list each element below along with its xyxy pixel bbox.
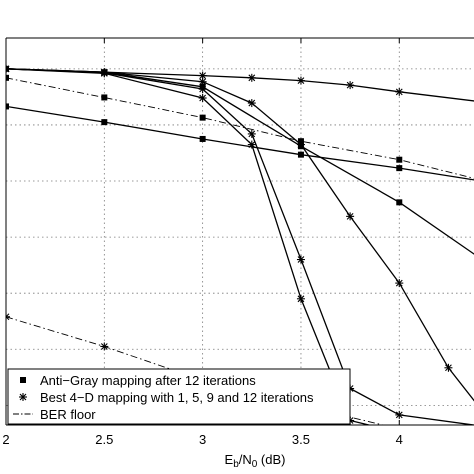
series-line bbox=[6, 105, 474, 181]
star-marker bbox=[6, 312, 10, 321]
star-marker bbox=[198, 85, 207, 94]
square-marker bbox=[396, 165, 403, 172]
star-marker bbox=[296, 294, 305, 303]
x-axis-label: Eb/N0 (dB) bbox=[225, 452, 286, 470]
legend-entry-3: BER floor bbox=[13, 407, 96, 422]
star-marker bbox=[395, 279, 404, 288]
series-line bbox=[6, 68, 372, 425]
legend-box bbox=[7, 368, 351, 425]
star-marker bbox=[198, 77, 207, 86]
plot-frame bbox=[5, 37, 474, 426]
series-1 bbox=[6, 65, 474, 255]
legend-entry-1: Anti−Gray mapping after 12 iterations bbox=[20, 373, 256, 388]
star-marker bbox=[247, 73, 256, 82]
star-marker bbox=[19, 393, 27, 401]
star-marker bbox=[296, 76, 305, 85]
x-tick-label: 2.5 bbox=[95, 432, 113, 447]
series-line bbox=[6, 77, 474, 179]
x-tick-label: 2 bbox=[2, 432, 9, 447]
square-marker bbox=[20, 377, 26, 383]
x-axis-label-sub-b: b bbox=[233, 459, 239, 470]
x-tick-label: 4 bbox=[396, 432, 403, 447]
series-line bbox=[6, 68, 474, 255]
x-axis-label-mid: /N bbox=[239, 452, 252, 467]
x-axis-label-main: E bbox=[225, 452, 234, 467]
star-marker bbox=[444, 363, 453, 372]
legend-entry-2: Best 4−D mapping with 1, 5, 9 and 12 ite… bbox=[19, 390, 314, 405]
star-marker bbox=[198, 94, 207, 103]
star-marker bbox=[247, 129, 256, 138]
square-marker bbox=[199, 135, 206, 142]
legend-label: Best 4−D mapping with 1, 5, 9 and 12 ite… bbox=[40, 390, 314, 405]
star-marker bbox=[346, 81, 355, 90]
star-marker bbox=[395, 410, 404, 419]
square-marker bbox=[297, 138, 304, 145]
star-marker bbox=[296, 255, 305, 264]
series-2 bbox=[6, 103, 474, 181]
star-marker bbox=[100, 342, 109, 351]
x-tick-labels: 2 2.5 3 3.5 4 bbox=[2, 432, 403, 447]
legend-label: BER floor bbox=[40, 407, 96, 422]
star-marker bbox=[346, 212, 355, 221]
series-line bbox=[6, 68, 474, 425]
x-tick-label: 3 bbox=[199, 432, 206, 447]
square-marker bbox=[199, 114, 206, 121]
square-marker bbox=[396, 156, 403, 163]
square-marker bbox=[101, 94, 108, 101]
legend-label: Anti−Gray mapping after 12 iterations bbox=[40, 373, 256, 388]
x-tick-label: 3.5 bbox=[292, 432, 310, 447]
grid bbox=[5, 38, 474, 425]
legend: Anti−Gray mapping after 12 iterations Bes… bbox=[7, 368, 351, 425]
series-6 bbox=[6, 64, 372, 425]
star-marker bbox=[247, 140, 256, 149]
series-line bbox=[6, 68, 474, 102]
series-7 bbox=[6, 74, 474, 179]
star-marker bbox=[395, 87, 404, 96]
star-marker bbox=[247, 99, 256, 108]
star-marker bbox=[100, 69, 109, 78]
x-axis-label-sub-0: 0 bbox=[252, 459, 258, 470]
square-marker bbox=[297, 151, 304, 158]
square-marker bbox=[101, 119, 108, 126]
x-axis-label-unit: (dB) bbox=[257, 452, 285, 467]
star-marker bbox=[6, 64, 10, 73]
square-marker bbox=[6, 103, 9, 110]
square-marker bbox=[396, 199, 403, 206]
square-marker bbox=[6, 74, 9, 81]
